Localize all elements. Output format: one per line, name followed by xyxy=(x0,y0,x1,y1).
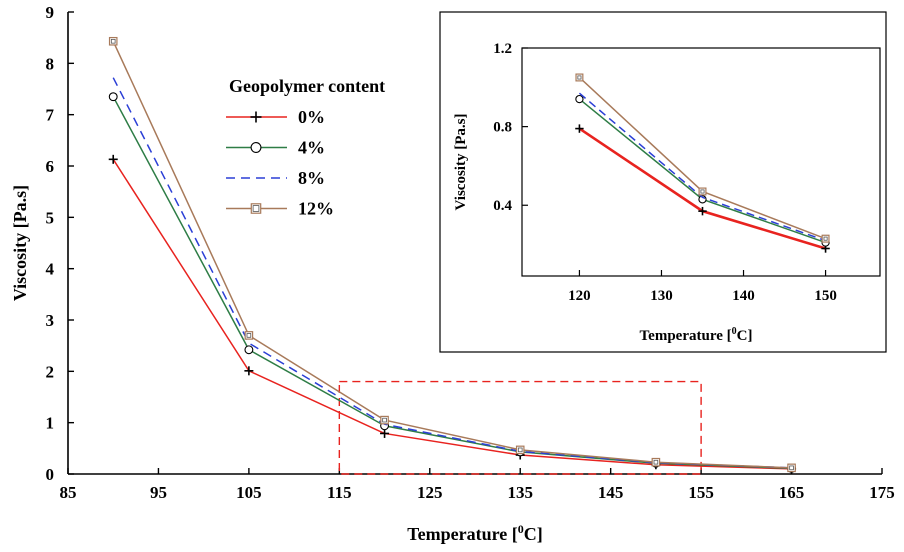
x-tick-label: 125 xyxy=(417,483,443,502)
legend-marker-12% xyxy=(250,203,262,214)
x-tick-label: 175 xyxy=(869,483,895,502)
inset-y-tick-label: 0.4 xyxy=(493,198,512,214)
y-tick-label: 7 xyxy=(46,106,55,125)
inset-y-tick-label: 0.8 xyxy=(493,120,512,136)
series-line-0% xyxy=(112,158,792,470)
inset-x-axis-title: Temperature [0C] xyxy=(640,326,753,344)
inset-x-axis-title-sup: 0 xyxy=(732,326,737,337)
x-axis-title: Temperature [0C] xyxy=(407,522,542,544)
zoom-region-box xyxy=(338,380,702,475)
series-12% xyxy=(108,36,796,473)
inset-series-8% xyxy=(578,92,826,242)
x-axis-title-prefix: Temperature [ xyxy=(407,524,517,544)
inset-y-tick-label: 1.2 xyxy=(493,41,512,57)
data-point-12%-inner xyxy=(110,38,116,44)
inset-y-axis-title: Viscosity [Pa.s] xyxy=(453,114,469,211)
x-axis-title-sup: 0 xyxy=(518,522,524,536)
legend-label-0%: 0% xyxy=(298,107,325,127)
data-point-12% xyxy=(244,331,254,340)
y-tick-label: 0 xyxy=(46,465,55,484)
main-plot: 0 1 2 3 4 5 6 7 8 9 85 95 105 115 125 135 145 155 165 175 Te… xyxy=(10,3,895,544)
inset-data-point-12% xyxy=(821,234,830,243)
y-tick-label: 9 xyxy=(46,3,55,22)
data-point-12%-inner xyxy=(382,417,387,423)
inset-frame xyxy=(439,11,887,353)
inset-data-point-12%-inner xyxy=(700,189,705,194)
y-tick-label: 5 xyxy=(46,208,55,227)
x-tick-label: 155 xyxy=(688,483,714,502)
y-tick-label: 3 xyxy=(46,311,55,330)
y-axis-title: Viscosity [Pa.s] xyxy=(10,185,30,301)
series-line-12% xyxy=(112,40,792,469)
inset-x-tick-label: 130 xyxy=(650,288,673,304)
inset-x-axis-title-suffix: C] xyxy=(737,328,753,344)
inset-x-tick-label: 140 xyxy=(732,288,755,304)
y-tick-label: 6 xyxy=(46,157,55,176)
inset-series-12% xyxy=(575,73,830,243)
inset-x-axis-title-prefix: Temperature [ xyxy=(640,328,732,344)
legend-marker-12%-inner xyxy=(252,205,260,212)
data-point-12%-inner xyxy=(246,333,252,338)
data-point-12% xyxy=(787,463,796,473)
inset-plot: 0.4 0.8 1.2 120 130 140 150 Temperature [0C] Vis… xyxy=(439,11,887,353)
data-point-12%-inner xyxy=(653,459,659,465)
data-point-12%-inner xyxy=(789,465,794,471)
data-point-12%-inner xyxy=(517,447,523,453)
inset-data-point-12% xyxy=(698,187,707,196)
data-point-12% xyxy=(515,445,525,455)
inset-x-tick-label: 120 xyxy=(568,288,591,304)
data-point-12% xyxy=(651,457,661,467)
inset-data-point-12%-inner xyxy=(823,236,828,241)
y-tick-label: 2 xyxy=(46,362,55,381)
x-tick-label: 85 xyxy=(60,483,77,502)
legend-label-4%: 4% xyxy=(298,138,325,158)
inset-data-point-12%-inner xyxy=(577,75,582,80)
x-tick-label: 95 xyxy=(150,483,167,502)
x-tick-label: 105 xyxy=(236,483,262,502)
x-tick-label: 135 xyxy=(507,483,533,502)
legend-title: Geopolymer content xyxy=(229,76,385,96)
inset-data-point-12% xyxy=(575,73,584,82)
y-tick-label: 8 xyxy=(46,54,55,73)
y-tick-label: 4 xyxy=(46,260,55,279)
legend-marker-4% xyxy=(250,142,262,153)
data-point-12% xyxy=(380,415,389,425)
x-tick-label: 145 xyxy=(598,483,624,502)
legend-label-12%: 12% xyxy=(298,199,334,219)
data-point-4% xyxy=(108,92,118,102)
inset-data-point-4% xyxy=(575,94,584,104)
x-tick-label: 115 xyxy=(327,483,352,502)
data-point-12% xyxy=(108,36,118,46)
legend-label-8%: 8% xyxy=(298,168,325,188)
y-tick-label: 1 xyxy=(46,414,55,433)
x-axis-title-suffix: C] xyxy=(524,524,543,544)
inset-x-tick-label: 150 xyxy=(814,288,837,304)
legend: Geopolymer content 0% 4% 8% 12% xyxy=(226,76,385,219)
inset-series-line-8% xyxy=(578,92,826,242)
inset-plot-area xyxy=(521,47,881,277)
x-tick-label: 165 xyxy=(779,483,805,502)
data-point-4% xyxy=(244,345,254,355)
